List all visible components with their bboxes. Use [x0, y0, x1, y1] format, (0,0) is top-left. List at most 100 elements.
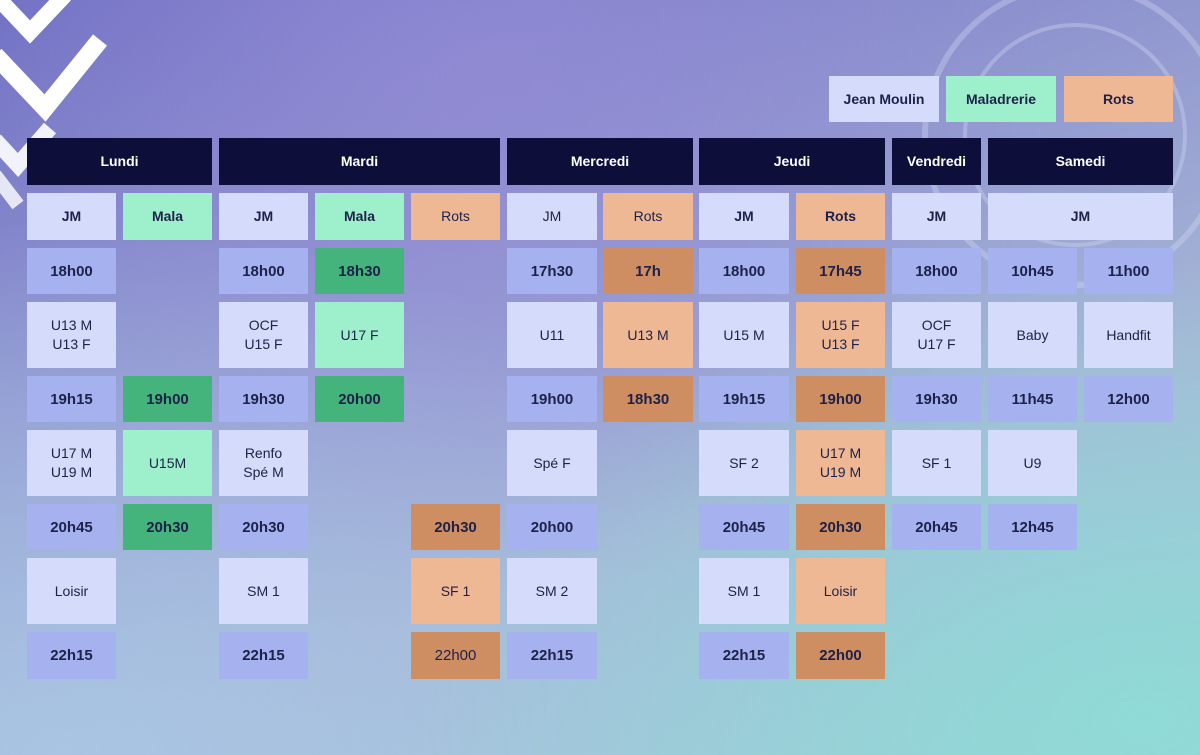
time-cell: 18h00	[699, 248, 789, 294]
venue-lundi-mala: Mala	[123, 193, 212, 240]
day-header-mercredi: Mercredi	[507, 138, 693, 185]
time-cell: 20h45	[699, 504, 789, 550]
session-label: Spé F	[533, 454, 571, 471]
session-cell: Loisir	[796, 558, 885, 624]
time-cell: 22h15	[219, 632, 308, 679]
session-label: SF 1	[921, 454, 952, 471]
time-cell: 20h30	[796, 504, 885, 550]
venue-mercredi-rots: Rots	[603, 193, 693, 240]
session-cell: SF 2	[699, 430, 789, 496]
time-cell: 11h00	[1084, 248, 1173, 294]
venue-samedi-jm: JM	[988, 193, 1173, 240]
session-cell: U15 F U13 F	[796, 302, 885, 368]
session-label: SM 2	[535, 582, 569, 599]
session-cell: SF 1	[411, 558, 500, 624]
session-label: Loisir	[823, 582, 858, 599]
time-cell: 20h45	[892, 504, 981, 550]
session-cell: Handfit	[1084, 302, 1173, 368]
session-label: U17 F	[340, 326, 379, 343]
time-cell: 20h00	[507, 504, 597, 550]
day-header-lundi: Lundi	[27, 138, 212, 185]
session-label: U15 M	[723, 326, 765, 343]
time-cell: 12h45	[988, 504, 1077, 550]
legend-rots: Rots	[1064, 76, 1173, 122]
session-label: OCF U17 F	[917, 317, 956, 352]
time-cell: 20h00	[315, 376, 404, 422]
venue-mardi-mala: Mala	[315, 193, 404, 240]
venue-jeudi-jm: JM	[699, 193, 789, 240]
session-label: U17 M U19 M	[50, 445, 93, 480]
session-cell: U17 M U19 M	[27, 430, 116, 496]
time-cell: 18h30	[315, 248, 404, 294]
venue-mardi-rots: Rots	[411, 193, 500, 240]
time-cell: 22h00	[411, 632, 500, 679]
time-cell: 17h45	[796, 248, 885, 294]
session-cell: Renfo Spé M	[219, 430, 308, 496]
session-label: SF 1	[440, 582, 471, 599]
session-label: Handfit	[1106, 326, 1151, 343]
time-cell: 19h00	[507, 376, 597, 422]
session-cell: U17 F	[315, 302, 404, 368]
session-cell: OCF U17 F	[892, 302, 981, 368]
session-label: U15M	[148, 454, 187, 471]
session-label: SF 2	[729, 454, 759, 471]
session-cell: U9	[988, 430, 1077, 496]
session-label: SM 1	[247, 582, 280, 599]
time-cell: 22h15	[27, 632, 116, 679]
time-cell: 19h30	[219, 376, 308, 422]
time-cell: 12h00	[1084, 376, 1173, 422]
session-cell: SM 2	[507, 558, 597, 624]
time-cell: 22h00	[796, 632, 885, 679]
session-label: U15 F U13 F	[821, 317, 860, 352]
time-cell: 19h00	[796, 376, 885, 422]
venue-lundi-jm: JM	[27, 193, 116, 240]
session-label: OCF U15 F	[244, 317, 283, 352]
venue-mardi-jm: JM	[219, 193, 308, 240]
legend-maladrerie: Maladrerie	[946, 76, 1056, 122]
time-cell: 19h15	[699, 376, 789, 422]
session-label: U11	[539, 326, 565, 343]
legend-jean-moulin: Jean Moulin	[829, 76, 939, 122]
session-label: SM 1	[727, 582, 761, 599]
time-cell: 20h30	[219, 504, 308, 550]
time-cell: 19h00	[123, 376, 212, 422]
session-label: U13 M U13 F	[50, 317, 93, 352]
session-cell: U15 M	[699, 302, 789, 368]
time-cell: 19h30	[892, 376, 981, 422]
day-header-vendredi: Vendredi	[892, 138, 981, 185]
venue-mercredi-jm: JM	[507, 193, 597, 240]
session-cell: SM 1	[219, 558, 308, 624]
venue-jeudi-rots: Rots	[796, 193, 885, 240]
session-label: Loisir	[54, 582, 89, 599]
session-label: Renfo Spé M	[243, 445, 284, 480]
time-cell: 11h45	[988, 376, 1077, 422]
session-cell: SM 1	[699, 558, 789, 624]
session-cell: U11	[507, 302, 597, 368]
time-cell: 22h15	[507, 632, 597, 679]
session-cell: U17 M U19 M	[796, 430, 885, 496]
time-cell: 20h30	[123, 504, 212, 550]
session-label: U9	[1023, 454, 1042, 471]
session-label: U13 M	[627, 326, 669, 343]
session-cell: U13 M	[603, 302, 693, 368]
session-cell: Loisir	[27, 558, 116, 624]
session-cell: Baby	[988, 302, 1077, 368]
day-header-mardi: Mardi	[219, 138, 500, 185]
session-cell: U13 M U13 F	[27, 302, 116, 368]
session-cell: SF 1	[892, 430, 981, 496]
day-header-jeudi: Jeudi	[699, 138, 885, 185]
time-cell: 18h00	[219, 248, 308, 294]
time-cell: 18h30	[603, 376, 693, 422]
time-cell: 18h00	[27, 248, 116, 294]
time-cell: 22h15	[699, 632, 789, 679]
venue-vendredi-jm: JM	[892, 193, 981, 240]
session-label: Baby	[1016, 326, 1049, 343]
session-cell: OCF U15 F	[219, 302, 308, 368]
chevron-decoration-icon	[0, 0, 107, 210]
time-cell: 10h45	[988, 248, 1077, 294]
session-cell: U15M	[123, 430, 212, 496]
time-cell: 17h	[603, 248, 693, 294]
time-cell: 19h15	[27, 376, 116, 422]
session-cell: Spé F	[507, 430, 597, 496]
time-cell: 18h00	[892, 248, 981, 294]
